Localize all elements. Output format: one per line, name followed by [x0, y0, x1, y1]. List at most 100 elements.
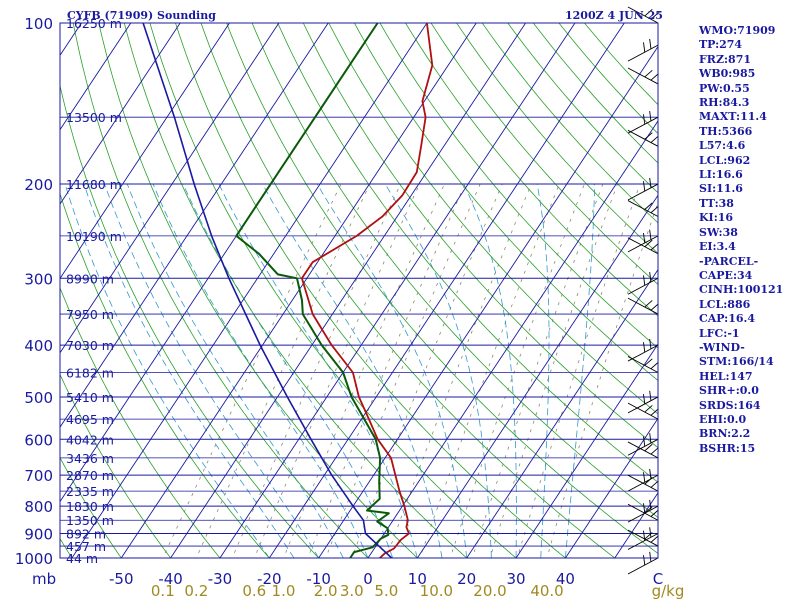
- index-item: CAP:16.4: [699, 312, 756, 326]
- dry-adiabat: [353, 23, 658, 382]
- dry-adiabat: [226, 23, 658, 554]
- height-label: 7030 m: [66, 338, 114, 353]
- mixing-ratio-tick-label: 0.2: [184, 582, 208, 600]
- index-item: TP:274: [699, 38, 743, 52]
- wind-barbs: [627, 6, 659, 575]
- pressure-tick-label: 800: [24, 498, 53, 516]
- temperature-tick-label: -40: [158, 570, 183, 588]
- isotherm: [60, 23, 231, 280]
- dry-adiabat: [430, 23, 658, 285]
- mixing-ratio-tick-label: 1.0: [272, 582, 296, 600]
- dry-adiabat: [60, 373, 172, 558]
- dry-adiabat: [123, 23, 468, 558]
- pressure-tick-label: 100: [24, 15, 53, 33]
- dry-adiabat: [328, 23, 658, 415]
- parcel-profile: [142, 23, 393, 558]
- temperature-tick-label: -20: [257, 570, 282, 588]
- index-item: SHR+:0.0: [699, 384, 759, 398]
- mixing-ratio-line: [489, 183, 618, 558]
- mixing-ratio-tick-label: 20.0: [473, 582, 506, 600]
- index-item: LI:16.6: [699, 168, 743, 182]
- index-item: MAXT:11.4: [699, 110, 767, 124]
- dewpoint-profile: [235, 23, 390, 558]
- moist-adiabat: [463, 183, 517, 558]
- index-item: SW:38: [699, 225, 738, 239]
- wind-barb: [627, 551, 659, 575]
- index-item: BRN:2.2: [699, 427, 751, 441]
- index-item: -WIND-: [699, 340, 745, 354]
- wind-barb: [627, 272, 659, 295]
- temperature-profile: [301, 23, 434, 558]
- dry-adiabat: [72, 23, 369, 558]
- mixing-ratio-line: [231, 183, 401, 558]
- isotherm: [515, 343, 658, 558]
- wind-barb: [627, 390, 659, 414]
- wind-barb: [627, 6, 659, 24]
- mixing-ratio-tick-label: 10.0: [420, 582, 453, 600]
- wind-barb: [627, 433, 659, 456]
- temperature-unit-label: C: [653, 570, 663, 588]
- pressure-tick-label: 300: [24, 270, 53, 288]
- temperature-tick-label: -10: [306, 570, 331, 588]
- mixing-ratio-unit-label: g/kg: [652, 582, 685, 600]
- temperature-tick-label: 30: [507, 570, 526, 588]
- isotherm: [60, 23, 132, 131]
- isotherm: [268, 23, 625, 558]
- wind-barb: [627, 67, 659, 85]
- dry-adiabat: [60, 192, 270, 558]
- station-title: CYFB (71909) Sounding: [67, 9, 216, 22]
- dry-adiabat: [379, 23, 658, 349]
- dry-adiabat: [60, 286, 221, 558]
- isotherm: [564, 417, 658, 558]
- index-item: WMO:71909: [699, 24, 776, 37]
- temperature-tick-label: -50: [109, 570, 134, 588]
- height-label: 2870 m: [66, 468, 114, 483]
- wind-barb: [627, 237, 659, 255]
- index-item: STM:166/14: [699, 355, 774, 369]
- moist-adiabat: [126, 183, 344, 558]
- temperature-tick-label: 40: [556, 570, 575, 588]
- temperature-tick-label: 20: [457, 570, 476, 588]
- wind-barb: [627, 129, 659, 147]
- index-item: -PARCEL-: [699, 254, 759, 268]
- dry-adiabat: [251, 23, 658, 518]
- pressure-tick-label: 700: [24, 467, 53, 485]
- dry-adiabat: [405, 23, 658, 317]
- mixing-ratio-tick-label: 0.6: [242, 582, 266, 600]
- index-item: WB0:985: [699, 67, 756, 81]
- height-label: 4695 m: [66, 412, 114, 427]
- height-label: 7950 m: [66, 307, 114, 322]
- moist-adiabat: [384, 183, 492, 558]
- isotherm: [60, 23, 181, 205]
- stability-indices-panel: WMO:71909 TP:274 FRZ:871 WB0:985 PW:0.55 RH:8…: [699, 24, 783, 456]
- temperature-tick-label: 0: [363, 570, 373, 588]
- index-item: LCL:962: [699, 153, 751, 167]
- index-item: BSHR:15: [699, 441, 756, 455]
- wind-barb: [627, 200, 659, 217]
- height-label: 6182 m: [66, 365, 114, 380]
- mixing-ratio-line: [385, 183, 532, 558]
- mixing-ratio-line: [419, 183, 560, 558]
- height-label: 457 m: [66, 539, 106, 554]
- index-item: CAPE:34: [699, 268, 753, 282]
- wind-barb: [627, 177, 659, 201]
- height-label: 13500 m: [66, 110, 122, 125]
- mixing-ratio-line: [546, 201, 658, 558]
- isotherm: [466, 268, 658, 558]
- index-item: SI:11.6: [699, 182, 743, 196]
- mixing-ratio-line: [307, 183, 466, 558]
- isotherm: [318, 45, 658, 558]
- wind-barb: [627, 229, 659, 253]
- index-item: SRDS:164: [699, 398, 761, 412]
- height-label: 2335 m: [66, 484, 114, 499]
- index-item: RH:84.3: [699, 96, 750, 110]
- pressure-tick-label: 400: [24, 337, 53, 355]
- mixing-ratio-line: [283, 183, 445, 558]
- pressure-unit-label: mb: [32, 570, 56, 588]
- dry-adiabat: [60, 83, 320, 558]
- index-item: EHI:0.0: [699, 412, 747, 426]
- wind-barb: [627, 441, 659, 459]
- index-item: TT:38: [699, 196, 734, 210]
- dry-adiabat: [175, 23, 567, 558]
